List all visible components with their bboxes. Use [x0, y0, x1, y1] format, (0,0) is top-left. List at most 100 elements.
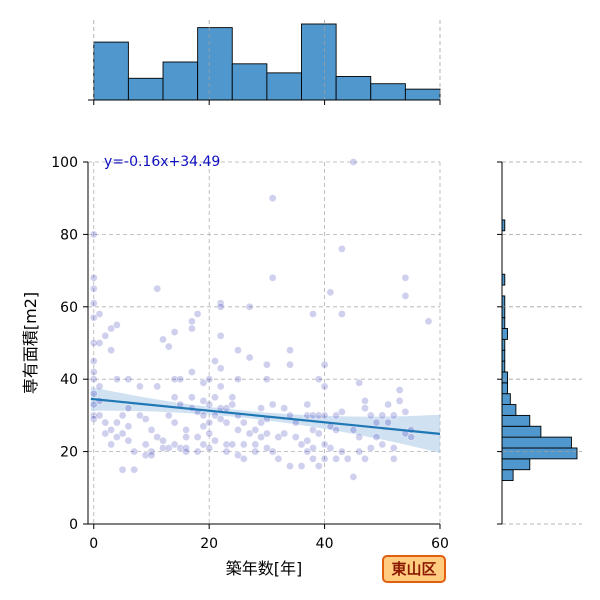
x-tick-label: 60	[431, 536, 449, 552]
scatter-point	[193, 447, 202, 456]
scatter-point	[234, 451, 242, 460]
scatter-point	[153, 382, 162, 391]
scatter-point	[147, 451, 156, 460]
x-hist-bar	[266, 72, 302, 101]
scatter-point	[107, 440, 115, 449]
scatter-point	[389, 411, 398, 420]
scatter-point	[89, 389, 98, 398]
scatter-point	[95, 411, 104, 420]
scatter-point	[303, 447, 312, 456]
scatter-point	[141, 451, 150, 460]
scatter-point	[89, 375, 98, 384]
scatter-point	[124, 436, 133, 445]
x-axis-label: 築年数[年]	[226, 559, 303, 578]
scatter-points	[89, 158, 433, 481]
y-marginal-histogram	[497, 161, 582, 525]
regression-line-path	[90, 397, 441, 435]
scatter-point	[286, 462, 294, 470]
regression-line	[90, 397, 441, 435]
x-hist-bar	[162, 61, 199, 101]
x-hist-bar	[370, 83, 406, 101]
scatter-point	[170, 440, 179, 449]
scatter-point	[205, 418, 214, 427]
scatter-point	[251, 447, 260, 456]
x-hist-bar	[231, 63, 268, 101]
scatter-point	[395, 396, 404, 405]
scatter-point	[257, 433, 265, 441]
scatter-point	[257, 404, 265, 413]
scatter-point	[320, 360, 329, 369]
grid-lines	[88, 161, 441, 525]
scatter-point	[343, 454, 352, 463]
scatter-point	[101, 429, 110, 438]
scatter-point	[182, 447, 190, 456]
scatter-point	[107, 324, 115, 333]
scatter-point	[107, 346, 115, 355]
y-tick-label: 100	[51, 155, 78, 171]
scatter-point	[118, 429, 127, 438]
y-tick-label: 0	[69, 517, 78, 533]
scatter-point	[337, 310, 346, 318]
scatter-point	[245, 353, 254, 362]
scatter-point	[337, 447, 346, 456]
scatter-point	[153, 284, 162, 293]
scatter-point	[378, 440, 387, 449]
scatter-point	[314, 375, 323, 384]
scatter-point	[280, 404, 289, 413]
scatter-point	[228, 400, 237, 409]
scatter-point	[257, 418, 265, 427]
confidence-band-area	[90, 387, 441, 453]
scatter-point	[89, 357, 98, 365]
y-hist-bar	[501, 404, 517, 416]
x-hist-bar	[197, 27, 233, 101]
scatter-point	[349, 472, 358, 481]
scatter-point	[303, 411, 312, 420]
scatter-point	[216, 302, 225, 311]
scatter-point	[113, 375, 121, 384]
y-hist-bar	[501, 393, 511, 405]
scatter-point	[262, 429, 271, 438]
scatter-point	[89, 299, 98, 308]
scatter-point	[309, 411, 317, 420]
y-hist-bar	[501, 458, 531, 471]
scatter-point	[355, 378, 364, 387]
scatter-point	[395, 386, 404, 394]
y-hist-bar	[501, 382, 509, 395]
scatter-point	[95, 339, 104, 347]
y-hist-bar	[501, 371, 509, 384]
scatter-point	[170, 418, 179, 427]
scatter-point	[89, 273, 98, 282]
scatter-point	[205, 444, 214, 452]
x-hist-bar	[93, 41, 129, 101]
scatter-point	[372, 418, 381, 427]
scatter-point	[361, 404, 369, 413]
regression-equation: y=-0.16x+34.49	[104, 154, 220, 170]
scatter-point	[401, 273, 410, 282]
scatter-point	[320, 382, 329, 391]
scatter-point	[337, 244, 346, 253]
scatter-point	[176, 444, 185, 452]
scatter-point	[205, 429, 214, 438]
scatter-point	[262, 444, 271, 452]
scatter-point	[141, 440, 150, 449]
scatter-point	[170, 328, 179, 336]
x-hist-bar	[404, 88, 441, 101]
scatter-point	[222, 418, 231, 427]
scatter-point	[303, 436, 312, 445]
scatter-point	[274, 454, 283, 463]
scatter-point	[89, 313, 98, 322]
scatter-point	[153, 433, 162, 441]
scatter-point	[291, 433, 300, 441]
scatter-point	[182, 425, 190, 434]
scatter-point	[89, 339, 98, 347]
y-axis-label: 専有面積[m2]	[21, 292, 40, 394]
scatter-point	[262, 375, 271, 384]
scatter-point	[199, 411, 208, 420]
scatter-point	[164, 444, 173, 452]
scatter-point	[211, 393, 219, 402]
x-hist-bar	[127, 77, 164, 101]
scatter-point	[113, 433, 121, 441]
scatter-point	[320, 454, 329, 463]
scatter-point	[326, 444, 335, 452]
